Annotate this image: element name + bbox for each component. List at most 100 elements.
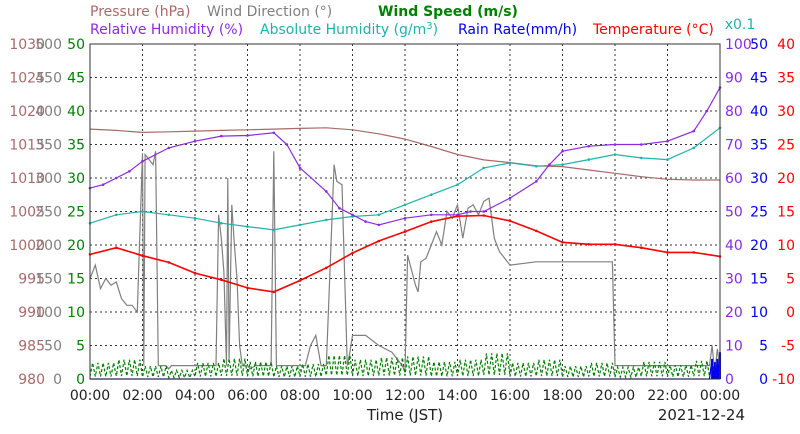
tick-label-rain: 40 — [750, 104, 768, 120]
x-tick-label: 06:00 — [227, 388, 267, 404]
tick-label-temp: 40 — [777, 37, 795, 53]
legend-item-rain: Rain Rate(mm/h) — [458, 22, 577, 38]
tick-label-temp: 15 — [777, 205, 795, 221]
data-point-rh — [482, 210, 486, 213]
rain-bar — [713, 362, 716, 380]
tick-label-temp: 20 — [777, 171, 795, 187]
data-point-rh — [587, 144, 591, 148]
tick-label-rain: 50 — [750, 37, 768, 53]
x-tick-label: 08:00 — [280, 388, 320, 404]
data-point-rh — [613, 143, 617, 146]
rain-bar — [711, 358, 714, 379]
tick-label-wind_speed: 5 — [76, 339, 85, 355]
data-point-rh — [298, 166, 302, 170]
x-tick-label: 20:00 — [595, 388, 635, 404]
data-point-rh — [338, 206, 341, 210]
data-point-rh — [469, 210, 472, 213]
data-point-temp — [167, 261, 171, 264]
tick-label-wind_speed: 15 — [67, 272, 85, 288]
tick-label-pressure: 1015 — [9, 138, 45, 154]
tick-label-wind_speed: 10 — [67, 305, 85, 321]
legend-item-rh: Relative Humidity (%) — [90, 22, 243, 38]
data-point-temp — [430, 220, 433, 223]
x-tick-label: 00:00 — [70, 388, 110, 404]
tick-label-rh: 10 — [725, 339, 743, 355]
data-point-temp — [456, 214, 459, 218]
tick-label-pressure: 985 — [18, 339, 45, 355]
tick-label-wind_speed: 40 — [67, 104, 85, 120]
tick-label-wind_dir: 300 — [35, 171, 62, 187]
tick-label-wind_dir: 500 — [35, 37, 62, 53]
data-point-rh — [272, 131, 276, 135]
tick-label-pressure: 1000 — [9, 238, 45, 254]
data-point-temp — [508, 219, 512, 223]
tick-label-rh: 100 — [725, 37, 752, 53]
data-point-ah — [220, 221, 223, 225]
tick-label-temp: 0 — [786, 305, 795, 321]
data-point-temp — [587, 243, 591, 246]
tick-label-wind_speed: 0 — [76, 372, 85, 388]
x-tick-label: 10:00 — [332, 388, 372, 404]
legend-item-temp: Temperature (°C) — [592, 22, 714, 38]
series-line-wind_dir — [89, 151, 721, 373]
legend-item-wind_speed: Wind Speed (m/s) — [378, 4, 518, 20]
tick-label-rh: 60 — [725, 171, 743, 187]
date-label: 2021-12-24 — [658, 406, 745, 424]
x-tick-label: 22:00 — [647, 388, 687, 404]
tick-label-rh: 30 — [725, 272, 743, 288]
tick-label-pressure: 1010 — [9, 171, 45, 187]
tick-label-wind_dir: 150 — [35, 272, 62, 288]
tick-label-wind_dir: 450 — [35, 71, 62, 87]
data-point-rh — [167, 146, 171, 150]
series-layer — [88, 86, 722, 380]
tick-label-pressure: 990 — [18, 305, 45, 321]
data-point-rh — [430, 213, 433, 217]
tick-label-rh: 50 — [725, 205, 743, 221]
data-point-ah — [640, 156, 643, 160]
tick-label-rain: 10 — [750, 305, 768, 321]
data-point-rh — [246, 134, 249, 137]
data-point-rh — [548, 163, 551, 166]
x-tick-label: 18:00 — [542, 388, 582, 404]
legend: Pressure (hPa) Wind Direction (°) Wind Spe… — [90, 4, 714, 38]
tick-label-pressure: 980 — [18, 372, 45, 388]
legend-item-wind_dir: Wind Direction (°) — [207, 4, 332, 20]
data-point-temp — [666, 251, 669, 254]
data-point-rh — [508, 196, 512, 200]
data-point-ah — [246, 225, 249, 228]
scale-note: x0.1 — [725, 17, 756, 33]
tick-label-rh: 20 — [725, 305, 743, 321]
tick-label-wind_dir: 350 — [35, 138, 62, 154]
data-point-ah — [272, 228, 276, 232]
tick-label-rain: 45 — [750, 71, 768, 87]
data-point-ah — [403, 203, 407, 207]
data-point-ah — [508, 161, 512, 165]
tick-label-temp: -5 — [781, 339, 795, 355]
data-point-temp — [193, 271, 197, 275]
data-point-ah — [325, 218, 328, 222]
rain-bar — [716, 358, 719, 379]
data-point-temp — [141, 254, 144, 257]
data-point-rh — [351, 213, 354, 217]
data-point-ah — [377, 213, 381, 217]
data-point-temp — [640, 246, 643, 249]
tick-label-pressure: 1030 — [9, 37, 45, 53]
data-point-rh — [377, 223, 381, 227]
tick-label-wind_speed: 25 — [67, 205, 85, 221]
tick-label-wind_speed: 30 — [67, 171, 85, 187]
data-point-rh — [128, 170, 131, 173]
x-tick-label: 02:00 — [122, 388, 162, 404]
tick-label-temp: 30 — [777, 104, 795, 120]
x-tick-label: 14:00 — [437, 388, 477, 404]
tick-label-rh: 90 — [725, 71, 743, 87]
data-point-rh — [692, 129, 696, 133]
data-point-temp — [692, 251, 696, 254]
data-point-rh — [364, 220, 367, 223]
tick-label-wind_speed: 35 — [67, 138, 85, 154]
tick-label-wind_dir: 50 — [44, 339, 62, 355]
tick-label-rain: 0 — [759, 372, 768, 388]
tick-label-rain: 35 — [750, 138, 768, 154]
x-tick-label: 16:00 — [490, 388, 530, 404]
axes-layer: 9809859909951000100510101015102010251030… — [9, 37, 795, 404]
